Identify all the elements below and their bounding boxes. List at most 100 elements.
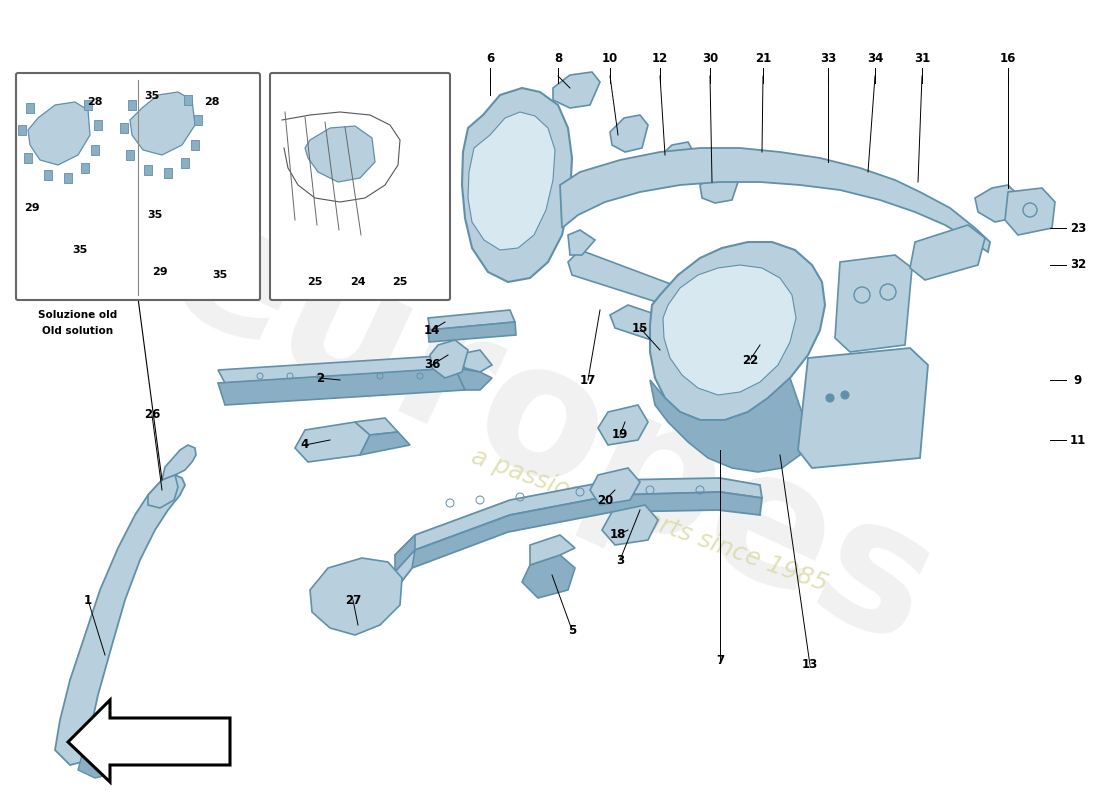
- Polygon shape: [590, 468, 640, 505]
- Polygon shape: [610, 305, 760, 370]
- Polygon shape: [395, 492, 762, 590]
- Polygon shape: [24, 153, 32, 163]
- Text: 28: 28: [87, 97, 102, 107]
- Polygon shape: [598, 405, 648, 445]
- Polygon shape: [735, 318, 802, 365]
- Text: 35: 35: [144, 91, 159, 101]
- Polygon shape: [120, 123, 128, 133]
- Text: 25: 25: [393, 277, 408, 287]
- Text: 34: 34: [867, 51, 883, 65]
- Polygon shape: [553, 72, 600, 108]
- Polygon shape: [610, 115, 648, 152]
- Circle shape: [842, 391, 849, 399]
- Polygon shape: [530, 535, 575, 565]
- Polygon shape: [26, 103, 34, 113]
- Polygon shape: [28, 102, 90, 165]
- Text: 5: 5: [568, 623, 576, 637]
- Polygon shape: [194, 115, 202, 125]
- Polygon shape: [182, 158, 189, 168]
- Polygon shape: [218, 355, 465, 383]
- Polygon shape: [395, 550, 415, 590]
- Text: a passion for parts since 1985: a passion for parts since 1985: [469, 444, 832, 596]
- Polygon shape: [568, 250, 720, 322]
- Text: 1: 1: [84, 594, 92, 606]
- Polygon shape: [360, 432, 410, 455]
- Text: 35: 35: [73, 245, 88, 255]
- Text: 24: 24: [350, 277, 366, 287]
- Text: 16: 16: [1000, 51, 1016, 65]
- Text: 21: 21: [755, 51, 771, 65]
- Polygon shape: [164, 168, 172, 178]
- Polygon shape: [650, 242, 825, 420]
- Text: 10: 10: [602, 51, 618, 65]
- Text: 32: 32: [1070, 258, 1086, 271]
- Text: Soluzione old: Soluzione old: [39, 310, 118, 320]
- Polygon shape: [455, 368, 492, 390]
- Text: 18: 18: [609, 529, 626, 542]
- Text: 30: 30: [702, 51, 718, 65]
- Polygon shape: [560, 148, 990, 252]
- Polygon shape: [428, 322, 516, 342]
- Polygon shape: [658, 142, 695, 175]
- Polygon shape: [18, 125, 26, 135]
- Text: 6: 6: [486, 51, 494, 65]
- Polygon shape: [455, 350, 492, 372]
- Text: 11: 11: [1070, 434, 1086, 446]
- Text: 14: 14: [424, 323, 440, 337]
- Text: 12: 12: [652, 51, 668, 65]
- Polygon shape: [128, 100, 136, 110]
- Text: Old solution: Old solution: [43, 326, 113, 336]
- Polygon shape: [462, 88, 572, 282]
- Polygon shape: [218, 368, 465, 405]
- Text: 23: 23: [1070, 222, 1086, 234]
- Text: 13: 13: [802, 658, 818, 671]
- Text: 7: 7: [716, 654, 724, 666]
- Polygon shape: [78, 750, 110, 778]
- Polygon shape: [191, 140, 199, 150]
- Polygon shape: [81, 163, 89, 173]
- Polygon shape: [663, 265, 796, 395]
- Polygon shape: [468, 112, 556, 250]
- Text: 3: 3: [616, 554, 624, 566]
- Text: 8: 8: [554, 51, 562, 65]
- Text: 29: 29: [24, 203, 40, 213]
- Polygon shape: [602, 505, 658, 545]
- Text: 22: 22: [741, 354, 758, 366]
- Text: 15: 15: [631, 322, 648, 334]
- Polygon shape: [650, 378, 808, 472]
- Polygon shape: [55, 475, 185, 765]
- Circle shape: [826, 394, 834, 402]
- Polygon shape: [91, 145, 99, 155]
- Polygon shape: [428, 310, 515, 330]
- Polygon shape: [975, 185, 1018, 222]
- Polygon shape: [310, 558, 402, 635]
- Polygon shape: [305, 126, 375, 182]
- Text: 26: 26: [144, 409, 161, 422]
- Polygon shape: [355, 418, 398, 435]
- Polygon shape: [144, 165, 152, 175]
- Polygon shape: [84, 100, 92, 110]
- Polygon shape: [395, 535, 415, 572]
- Text: 2: 2: [316, 371, 324, 385]
- Polygon shape: [430, 340, 468, 378]
- Polygon shape: [184, 95, 192, 105]
- Polygon shape: [130, 92, 195, 155]
- Text: 17: 17: [580, 374, 596, 386]
- FancyBboxPatch shape: [270, 73, 450, 300]
- Polygon shape: [1005, 188, 1055, 235]
- Text: 9: 9: [1074, 374, 1082, 386]
- Polygon shape: [126, 150, 134, 160]
- Text: 20: 20: [597, 494, 613, 506]
- Polygon shape: [44, 170, 52, 180]
- Polygon shape: [94, 120, 102, 130]
- Polygon shape: [700, 172, 738, 203]
- Text: 25: 25: [307, 277, 322, 287]
- FancyBboxPatch shape: [16, 73, 260, 300]
- Polygon shape: [295, 422, 370, 462]
- Text: 27: 27: [345, 594, 361, 606]
- Text: 28: 28: [205, 97, 220, 107]
- Polygon shape: [162, 445, 196, 480]
- Polygon shape: [64, 173, 72, 183]
- Polygon shape: [910, 225, 984, 280]
- Polygon shape: [395, 478, 762, 572]
